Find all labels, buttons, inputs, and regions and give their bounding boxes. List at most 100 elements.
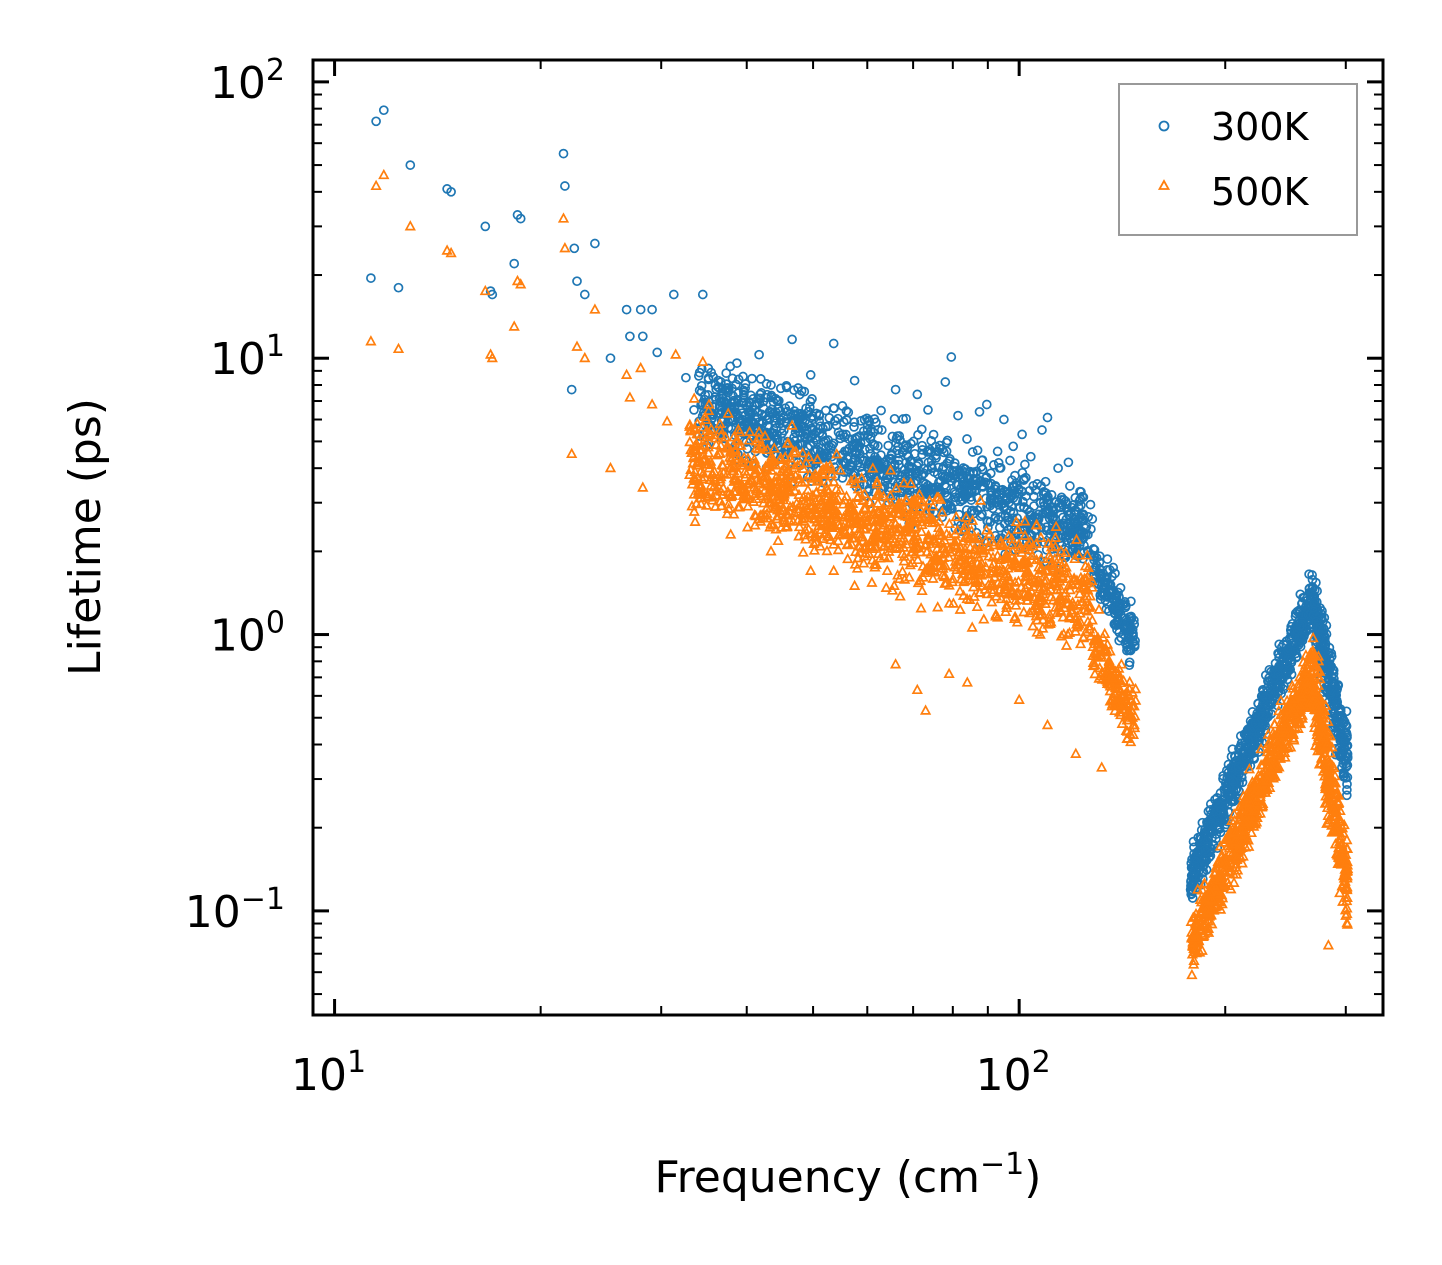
data-point-300k xyxy=(955,496,966,507)
data-point-500k xyxy=(980,524,993,535)
data-point-500k xyxy=(804,468,816,479)
data-point-500k xyxy=(1255,759,1267,770)
data-point-500k xyxy=(832,543,844,555)
data-point-300k xyxy=(697,289,708,300)
data-point-500k xyxy=(1311,670,1323,681)
data-point-500k xyxy=(1264,781,1276,793)
data-point-500k xyxy=(847,497,859,509)
data-point-300k xyxy=(1245,726,1256,736)
data-point-500k xyxy=(934,493,947,504)
data-point-500k xyxy=(1339,866,1351,877)
data-point-500k xyxy=(821,530,834,541)
data-point-500k xyxy=(1037,622,1049,633)
data-point-500k xyxy=(766,455,778,466)
data-point-500k xyxy=(1260,754,1272,765)
data-point-500k xyxy=(775,452,787,463)
data-point-300k xyxy=(934,443,945,454)
data-point-500k xyxy=(708,465,721,476)
data-point-300k xyxy=(1211,833,1221,844)
data-point-300k xyxy=(1065,481,1075,491)
data-point-500k xyxy=(1031,614,1043,625)
data-point-300k xyxy=(855,453,865,464)
data-point-300k xyxy=(1187,871,1198,882)
data-point-300k xyxy=(1230,751,1241,762)
data-point-500k xyxy=(1019,515,1031,526)
data-point-500k xyxy=(961,528,973,540)
data-point-500k xyxy=(1288,692,1301,704)
data-point-500k xyxy=(684,435,696,447)
data-point-300k xyxy=(1338,758,1349,769)
data-point-500k xyxy=(832,529,845,540)
data-point-500k xyxy=(966,621,978,632)
data-point-500k xyxy=(1329,823,1341,834)
data-point-500k xyxy=(1287,732,1299,743)
data-point-500k xyxy=(1006,559,1018,570)
data-point-300k xyxy=(1186,881,1196,891)
data-point-500k xyxy=(776,477,789,489)
data-point-300k xyxy=(732,358,742,368)
data-point-500k xyxy=(1077,630,1090,642)
data-point-300k xyxy=(934,440,945,451)
data-point-300k xyxy=(1307,574,1318,585)
data-point-500k xyxy=(1340,855,1353,866)
data-point-500k xyxy=(713,447,726,459)
data-point-500k xyxy=(1229,814,1241,825)
data-point-300k xyxy=(733,388,744,399)
data-point-500k xyxy=(1019,554,1031,566)
data-point-500k xyxy=(688,392,700,403)
data-point-500k xyxy=(880,581,892,592)
data-point-500k xyxy=(686,500,698,511)
data-point-500k xyxy=(1117,699,1129,710)
data-point-500k xyxy=(687,457,699,468)
data-point-300k xyxy=(1190,856,1201,867)
data-point-500k xyxy=(1061,593,1073,604)
data-point-500k xyxy=(921,546,933,557)
data-point-500k xyxy=(967,532,979,543)
data-point-500k xyxy=(1328,780,1340,791)
data-point-300k xyxy=(1338,714,1349,725)
data-point-500k xyxy=(1271,746,1283,757)
data-point-500k xyxy=(1280,703,1293,714)
data-point-300k xyxy=(1012,513,1022,524)
data-point-500k xyxy=(853,515,865,526)
data-point-500k xyxy=(1295,711,1308,722)
data-point-500k xyxy=(1000,551,1012,562)
data-point-500k xyxy=(1261,745,1273,757)
data-point-300k xyxy=(1341,790,1352,801)
data-point-500k xyxy=(1067,596,1079,607)
data-point-500k xyxy=(1034,628,1046,639)
data-point-300k xyxy=(1309,591,1320,601)
data-point-300k xyxy=(1063,457,1074,468)
data-point-500k xyxy=(1018,606,1030,617)
data-point-500k xyxy=(1103,658,1116,669)
data-point-500k xyxy=(1211,886,1224,898)
data-point-500k xyxy=(932,521,945,533)
data-point-500k xyxy=(1270,734,1282,745)
data-point-300k xyxy=(1311,616,1322,627)
data-point-300k xyxy=(1042,412,1053,423)
data-point-300k xyxy=(560,181,570,191)
data-point-300k xyxy=(1322,687,1333,698)
data-point-500k xyxy=(1107,680,1119,691)
data-point-500k xyxy=(711,449,723,460)
data-point-300k xyxy=(1075,486,1085,497)
data-point-500k xyxy=(828,518,840,530)
data-point-500k xyxy=(670,348,682,359)
data-point-500k xyxy=(1019,529,1031,540)
data-point-500k xyxy=(1209,898,1221,909)
data-point-300k xyxy=(1028,491,1039,502)
data-point-500k xyxy=(1120,724,1132,736)
data-point-500k xyxy=(1341,842,1354,854)
data-point-500k xyxy=(944,541,956,552)
data-point-300k xyxy=(1286,654,1297,665)
data-point-500k xyxy=(710,438,722,449)
data-point-300k xyxy=(1215,806,1226,817)
data-point-500k xyxy=(999,585,1012,597)
data-point-500k xyxy=(834,464,847,475)
data-point-500k xyxy=(707,491,719,502)
data-point-300k xyxy=(647,304,657,315)
data-point-300k xyxy=(781,382,792,393)
data-point-500k xyxy=(975,560,987,572)
data-point-500k xyxy=(1001,599,1013,610)
data-point-500k xyxy=(871,475,883,487)
